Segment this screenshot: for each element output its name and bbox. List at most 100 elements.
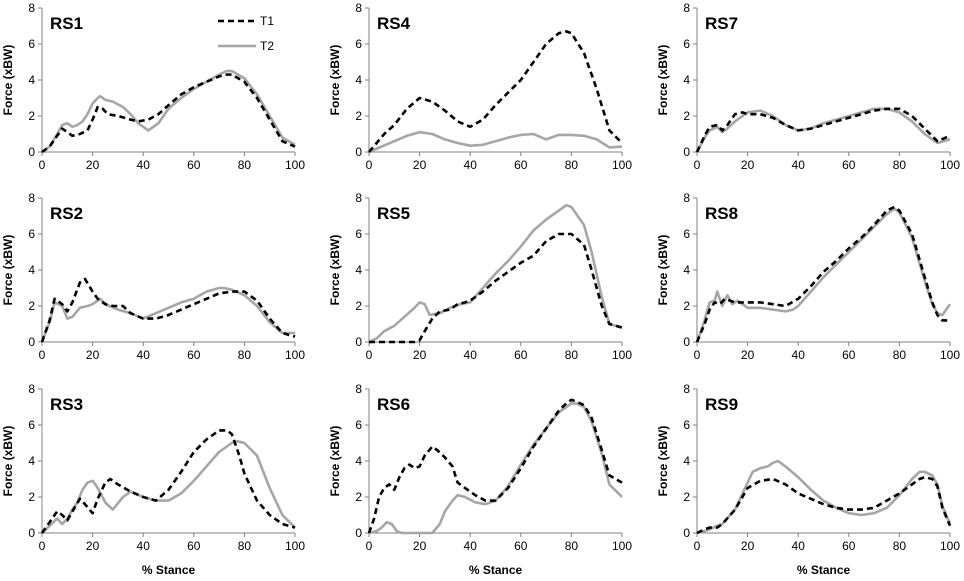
y-axis-label: Force (xBW) [328, 426, 342, 497]
y-tick-label: 8 [28, 191, 35, 205]
y-tick-label: 8 [355, 191, 362, 205]
y-tick-label: 2 [683, 490, 690, 504]
x-tick-label: 60 [187, 348, 201, 362]
y-tick-label: 0 [683, 526, 690, 540]
x-tick-label: 40 [464, 158, 478, 172]
panel-title: RS7 [705, 14, 738, 33]
y-tick-label: 4 [28, 454, 35, 468]
series-t2-line [368, 203, 623, 344]
x-tick-label: 80 [238, 158, 252, 172]
y-tick-label: 4 [355, 73, 362, 87]
x-tick-label: 20 [413, 348, 427, 362]
y-tick-label: 0 [683, 335, 690, 349]
x-tick-label: 60 [514, 539, 528, 553]
x-tick-label: 40 [792, 158, 806, 172]
y-tick-label: 2 [355, 109, 362, 123]
x-tick-label: 0 [366, 539, 373, 553]
y-tick-label: 0 [683, 145, 690, 159]
x-tick-label: 0 [694, 348, 701, 362]
x-tick-label: 20 [86, 158, 100, 172]
series-t1-line [369, 232, 623, 344]
panel-title: RS4 [377, 14, 411, 33]
series-t1-line [40, 277, 296, 343]
series-t2-line [695, 207, 952, 343]
x-tick-label: 40 [464, 539, 478, 553]
y-tick-label: 4 [28, 263, 35, 277]
y-axis-label: Force (xBW) [1, 235, 15, 306]
y-tick-label: 6 [28, 227, 35, 241]
y-tick-label: 6 [355, 418, 362, 432]
y-tick-label: 6 [28, 37, 35, 51]
panel-title: RS1 [50, 14, 83, 33]
x-tick-label: 60 [842, 158, 856, 172]
x-tick-label: 20 [741, 539, 755, 553]
y-tick-label: 8 [355, 382, 362, 396]
y-tick-label: 6 [683, 227, 690, 241]
y-tick-label: 2 [28, 109, 35, 123]
x-tick-label: 40 [792, 539, 806, 553]
x-tick-label: 60 [187, 539, 201, 553]
y-tick-label: 4 [28, 73, 35, 87]
x-tick-label: 20 [741, 348, 755, 362]
x-tick-label: 100 [285, 539, 305, 553]
series-t1-line [40, 429, 296, 534]
series-t2-line [368, 130, 623, 154]
x-tick-label: 100 [940, 348, 960, 362]
x-tick-label: 0 [366, 158, 373, 172]
y-tick-label: 2 [683, 109, 690, 123]
y-tick-label: 4 [683, 73, 690, 87]
y-tick-label: 4 [683, 263, 690, 277]
x-tick-label: 60 [514, 348, 528, 362]
y-axis-label: Force (xBW) [656, 235, 670, 306]
panel-title: RS3 [50, 395, 83, 414]
y-axis-label: Force (xBW) [1, 45, 15, 116]
panel-title: RS9 [705, 395, 738, 414]
x-tick-label: 0 [366, 348, 373, 362]
panel-title: RS6 [377, 395, 410, 414]
x-tick-label: 100 [940, 539, 960, 553]
x-tick-label: 60 [842, 539, 856, 553]
y-tick-label: 6 [355, 37, 362, 51]
y-tick-label: 0 [28, 335, 35, 349]
y-tick-label: 2 [355, 299, 362, 313]
panel-title: RS2 [50, 204, 83, 223]
y-tick-label: 0 [28, 526, 35, 540]
series-t1-line [41, 73, 296, 154]
series-t2-line [696, 459, 952, 535]
x-tick-label: 20 [86, 348, 100, 362]
x-tick-label: 80 [238, 348, 252, 362]
y-tick-label: 6 [683, 37, 690, 51]
y-tick-label: 6 [683, 418, 690, 432]
y-tick-label: 4 [355, 454, 362, 468]
x-tick-label: 80 [565, 158, 579, 172]
x-tick-label: 0 [694, 158, 701, 172]
x-tick-label: 40 [464, 348, 478, 362]
x-tick-label: 0 [39, 348, 46, 362]
x-tick-label: 80 [565, 539, 579, 553]
x-tick-label: 60 [514, 158, 528, 172]
y-tick-label: 2 [28, 490, 35, 504]
x-tick-label: 20 [413, 539, 427, 553]
y-tick-label: 8 [355, 1, 362, 15]
y-tick-label: 8 [28, 382, 35, 396]
series-t1-line [695, 205, 950, 343]
y-tick-label: 6 [28, 418, 35, 432]
x-tick-label: 20 [86, 539, 100, 553]
series-t1-line [696, 475, 952, 535]
x-tick-label: 40 [792, 348, 806, 362]
y-tick-label: 4 [355, 263, 362, 277]
x-tick-label: 60 [187, 158, 201, 172]
x-axis-label: % Stance [142, 563, 196, 577]
series-t1-line [367, 398, 623, 534]
panel-title: RS8 [705, 204, 738, 223]
y-tick-label: 8 [683, 382, 690, 396]
x-tick-label: 100 [612, 348, 632, 362]
x-tick-label: 60 [842, 348, 856, 362]
y-tick-label: 2 [355, 490, 362, 504]
